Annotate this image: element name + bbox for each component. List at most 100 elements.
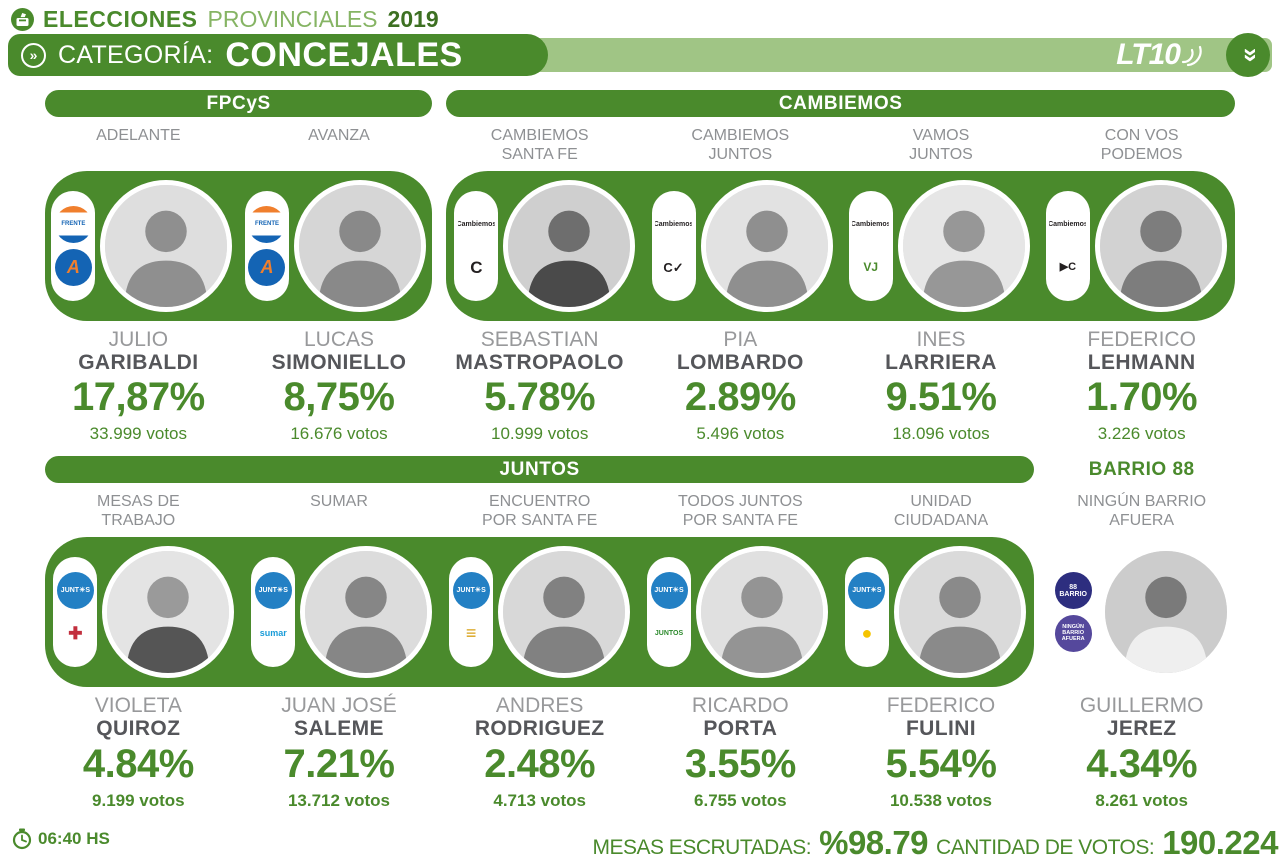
candidate-percent: 1.70% (1086, 375, 1198, 420)
candidate-percent: 4.34% (1086, 741, 1198, 786)
candidate-photo (1094, 180, 1227, 312)
party-badges: FRENTE A (244, 191, 289, 301)
avanza-a-logo: A (248, 249, 286, 286)
brand-elecciones: ELECCIONES (43, 5, 198, 32)
party-badges: JUNT☀S sumar (251, 557, 296, 668)
juntos-logo: JUNT☀S (56, 572, 94, 610)
candidate-percent: 5.54% (885, 741, 997, 786)
cambiemos-juntos-cv-logo: C✓ (655, 249, 693, 286)
todos-juntos-logo: JUNTOS (650, 615, 688, 653)
candidate-last-name: QUIROZ (96, 717, 181, 741)
party-badges: Cambiemos ▶C (1045, 191, 1090, 301)
candidate-votes: 33.999 votos (89, 424, 187, 444)
candidate-photo-cell: FRENTE A (45, 171, 239, 321)
candidate-last-name: LOMBARDO (676, 350, 804, 374)
candidate-votes: 13.712 votos (287, 790, 391, 810)
group-band-juntos: JUNT☀S ✚ JUNT☀S sumar JUNT☀S ≡ (45, 537, 1035, 688)
category-label: CATEGORÍA: (58, 40, 214, 69)
category-value: CONCEJALES (225, 35, 463, 74)
results-row-1: FPCyS CAMBIEMOS ADELANTE AVANZA CAMBIEMO… (0, 90, 1280, 444)
candidate-votes: 4.713 votos (493, 790, 586, 810)
cambiemos-logo: Cambiemos (457, 206, 495, 243)
double-chevron-down-icon: « (1233, 47, 1263, 63)
candidate-photo-cell: JUNT☀S ✚ (45, 537, 243, 687)
candidate-photo-cell: Cambiemos C✓ (643, 171, 840, 321)
candidate-last-name: SALEME (294, 717, 384, 741)
group-pill-fpcys: FPCyS (45, 90, 433, 117)
candidate-votes: 3.226 votos (1097, 424, 1186, 444)
category-pill: » CATEGORÍA: CONCEJALES (8, 34, 548, 76)
candidate-votes: 16.676 votos (290, 424, 388, 444)
candidate-percent: 2.89% (684, 375, 796, 420)
group-pill-juntos: JUNTOS (45, 456, 1035, 484)
cambiemos-logo: Cambiemos (1049, 206, 1087, 243)
candidate-photo-cell: JUNT☀S ● (836, 537, 1034, 687)
candidate-photo (102, 546, 235, 679)
frente-progresista-logo: FRENTE (54, 206, 92, 243)
candidate-result: FEDERICO LEHMANN 1.70% 3.226 votos (1048, 328, 1235, 444)
candidate-result: JUAN JOSÉ SALEME 7.21% 13.712 votos (246, 695, 433, 810)
cantidad-votos-value: 190.224 (1162, 824, 1278, 861)
candidate-first-name: JUAN JOSÉ (281, 694, 397, 718)
candidate-votes: 10.999 votos (490, 424, 589, 444)
party-label: MESAS DE TRABAJO (96, 493, 180, 530)
party-label: CAMBIEMOS SANTA FE (490, 127, 589, 163)
results-row-2: JUNTOS BARRIO 88 MESAS DE TRABAJO SUMAR E… (0, 456, 1280, 810)
candidate-percent: 8,75% (283, 375, 395, 420)
candidate-last-name: LARRIERA (885, 350, 997, 374)
frente-progresista-logo: FRENTE (248, 206, 286, 243)
party-badges: 88 BARRIO NINGÚN BARRIO AFUERA (1051, 557, 1096, 668)
candidate-last-name: RODRIGUEZ (474, 717, 605, 741)
party-label: UNIDAD CIUDADANA (893, 493, 989, 530)
candidate-votes: 6.755 votos (694, 790, 787, 810)
candidate-result: ANDRES RODRIGUEZ 2.48% 4.713 votos (446, 695, 633, 810)
candidate-percent: 5.78% (484, 375, 596, 420)
candidate-photo (897, 180, 1030, 312)
ningun-barrio-afuera-logo: NINGÚN BARRIO AFUERA (1054, 615, 1092, 653)
candidate-percent: 4.84% (82, 741, 194, 786)
candidate-first-name: LUCAS (303, 328, 374, 351)
juntos-logo: JUNT☀S (848, 572, 886, 610)
party-label: ADELANTE (96, 127, 181, 144)
group-pill-cambiemos: CAMBIEMOS (446, 90, 1235, 117)
candidate-first-name: VIOLETA (94, 694, 182, 718)
candidate-last-name: GARIBALDI (78, 350, 199, 374)
party-label: TODOS JUNTOS POR SANTA FE (677, 493, 803, 530)
candidate-result: VIOLETA QUIROZ 4.84% 9.199 votos (45, 695, 232, 810)
candidate-first-name: FEDERICO (1087, 328, 1196, 351)
candidate-photo (700, 180, 833, 312)
party-badges: JUNT☀S ● (844, 557, 889, 668)
candidate-photo-cell: Cambiemos C (446, 171, 643, 321)
encuentro-por-santa-fe-logo: ≡ (452, 615, 490, 653)
candidate-last-name: JEREZ (1106, 717, 1177, 741)
party-label: AVANZA (308, 127, 370, 144)
candidate-photo (498, 546, 631, 679)
party-badges: Cambiemos VJ (848, 191, 893, 301)
chevron-right-icon: » (21, 42, 46, 68)
candidate-votes: 18.096 votos (892, 424, 990, 444)
chevron-down-button: « (1226, 33, 1270, 77)
party-label: VAMOS JUNTOS (909, 127, 973, 163)
candidate-photo-cell: JUNT☀S JUNTOS (639, 537, 837, 687)
cambiemos-logo: Cambiemos (852, 206, 890, 243)
candidate-photo-cell: FRENTE A (239, 171, 433, 321)
time-indicator: 06:40 HS (12, 828, 110, 850)
time-value: 06:40 HS (38, 829, 110, 848)
clock-icon (12, 828, 32, 850)
candidate-photo (1100, 546, 1233, 679)
candidate-first-name: SEBASTIAN (480, 328, 599, 351)
candidate-photo-cell: JUNT☀S sumar (243, 537, 441, 687)
party-label: CAMBIEMOS JUNTOS (691, 127, 790, 163)
group-band-fpcys: FRENTE A FRENTE A (45, 171, 433, 321)
cambiemos-santa-fe-logo: C (457, 249, 495, 286)
candidate-photo (696, 546, 829, 679)
con-vos-podemos-logo: ▶C (1049, 249, 1087, 286)
candidate-result: LUCAS SIMONIELLO 8,75% 16.676 votos (246, 328, 433, 444)
candidate-last-name: PORTA (703, 717, 778, 741)
unidad-ciudadana-logo: ● (848, 615, 886, 653)
group-title-barrio-88: BARRIO 88 (1088, 459, 1195, 481)
candidate-percent: 3.55% (684, 741, 796, 786)
candidate-first-name: INES (916, 328, 966, 351)
mesas-escrutadas-value: %98.79 (819, 824, 929, 861)
candidate-first-name: ANDRES (495, 694, 584, 718)
